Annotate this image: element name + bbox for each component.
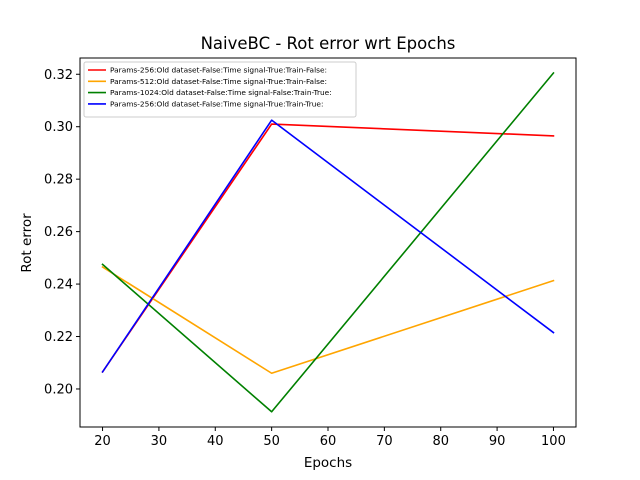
x-tick-label: 30 [151, 434, 168, 449]
y-axis-label: Rot error [19, 213, 35, 273]
x-tick-label: 40 [207, 434, 224, 449]
legend: Params-256:Old dataset-False:Time signal… [83, 61, 357, 118]
x-axis-ticks: 20 30 40 50 60 70 80 90 100 [94, 427, 566, 449]
y-tick-label: 0.22 [44, 330, 73, 345]
series-line-4 [101, 119, 555, 374]
y-tick-label: 0.24 [44, 278, 73, 293]
legend-box [83, 61, 357, 118]
y-tick-label: 0.30 [44, 120, 73, 135]
x-tick-label: 20 [94, 434, 111, 449]
y-axis-ticks: 0.20 0.22 0.24 0.26 0.28 0.30 0.32 [44, 68, 80, 397]
legend-items: Params-256:Old dataset-False:Time signal… [88, 66, 332, 109]
legend-entry-2: Params-512:Old dataset-False:Time signal… [110, 77, 327, 86]
series-line-3 [101, 71, 555, 413]
x-tick-label: 70 [376, 434, 393, 449]
y-tick-label: 0.32 [44, 68, 73, 83]
x-tick-label: 80 [432, 434, 449, 449]
x-tick-label: 100 [541, 434, 566, 449]
y-tick-label: 0.20 [44, 382, 73, 397]
legend-entry-1: Params-256:Old dataset-False:Time signal… [110, 66, 327, 75]
legend-entry-3: Params-1024:Old dataset-False:Time signa… [110, 88, 332, 97]
x-axis-label: Epochs [304, 455, 352, 471]
legend-entry-4: Params-256:Old dataset-False:Time signal… [110, 100, 323, 109]
y-tick-label: 0.28 [44, 173, 73, 188]
x-tick-label: 90 [489, 434, 506, 449]
series-line-2 [101, 265, 555, 375]
chart-title: NaiveBC - Rot error wrt Epochs [201, 34, 456, 53]
y-tick-label: 0.26 [44, 225, 73, 240]
x-tick-label: 60 [320, 434, 337, 449]
x-tick-label: 50 [263, 434, 280, 449]
series-layer [101, 71, 555, 413]
